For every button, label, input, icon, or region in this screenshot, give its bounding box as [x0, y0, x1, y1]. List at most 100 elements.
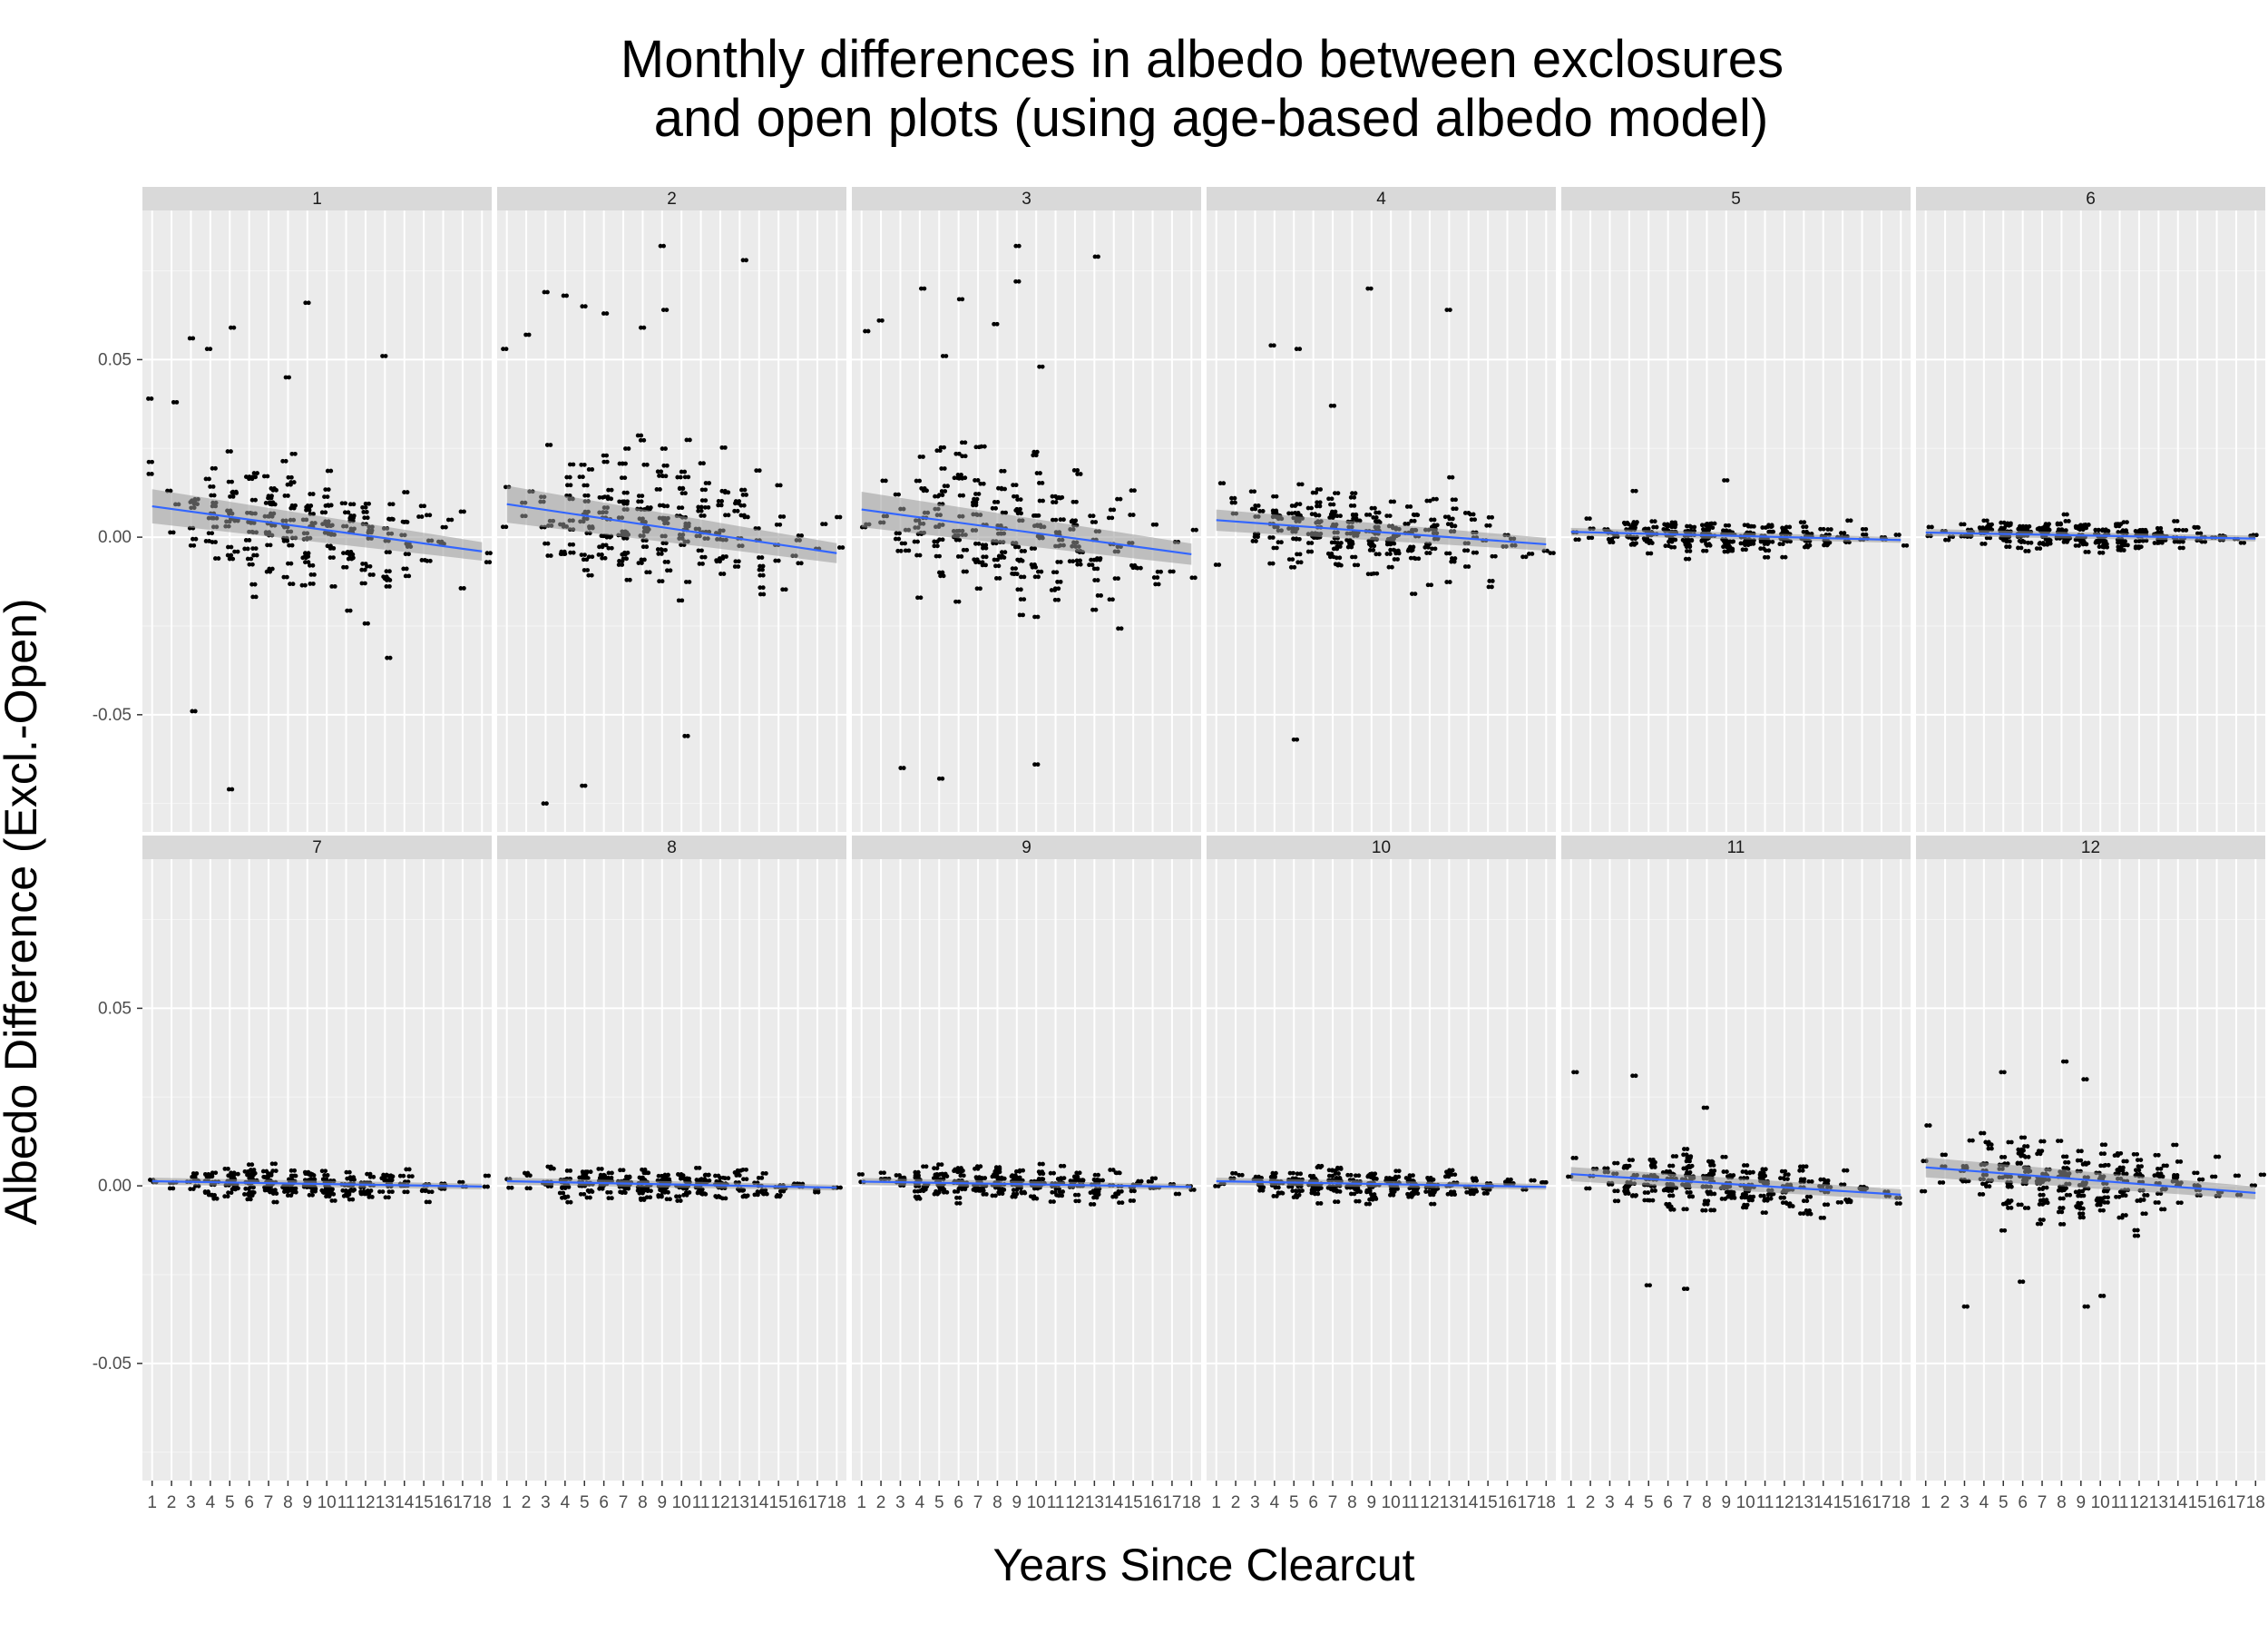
- data-point: [1090, 520, 1095, 524]
- data-point: [387, 517, 393, 522]
- data-point: [1293, 510, 1297, 515]
- data-point: [1053, 1187, 1059, 1192]
- data-point: [1646, 526, 1651, 532]
- data-point: [210, 1170, 215, 1176]
- x-tick-label: 3: [541, 1493, 551, 1512]
- data-point: [347, 555, 353, 561]
- data-point: [622, 475, 628, 481]
- data-point: [1414, 512, 1420, 517]
- data-point: [952, 1189, 957, 1194]
- data-point: [248, 1197, 253, 1202]
- x-tick-label: 16: [434, 1493, 453, 1512]
- data-point: [1408, 555, 1413, 561]
- data-point: [777, 1193, 783, 1198]
- data-point: [1289, 504, 1295, 508]
- data-point: [545, 1164, 551, 1169]
- data-point: [1315, 504, 1319, 509]
- data-point: [954, 1195, 959, 1200]
- data-point: [1452, 523, 1458, 529]
- data-point: [1128, 513, 1133, 517]
- data-point: [2175, 519, 2180, 523]
- data-point: [1981, 518, 1987, 523]
- data-point: [253, 594, 259, 600]
- data-point: [702, 554, 708, 560]
- outlier-point: [383, 354, 388, 358]
- data-point: [1468, 1188, 1472, 1194]
- data-point: [403, 573, 408, 579]
- data-point: [1035, 569, 1041, 574]
- data-point: [352, 1177, 357, 1182]
- data-point: [1041, 1171, 1046, 1177]
- data-point: [390, 502, 396, 507]
- data-point: [1058, 517, 1063, 523]
- data-point: [1612, 1198, 1618, 1204]
- data-point: [1093, 607, 1099, 612]
- data-point: [954, 1169, 960, 1175]
- data-point: [662, 560, 668, 564]
- data-point: [738, 503, 744, 508]
- data-point: [1338, 1167, 1344, 1171]
- data-point: [1784, 529, 1790, 534]
- data-point: [2195, 531, 2200, 536]
- data-point: [288, 582, 292, 587]
- data-point: [1410, 592, 1414, 597]
- data-point: [971, 503, 975, 508]
- data-point: [733, 559, 738, 564]
- data-point: [961, 493, 966, 498]
- data-point: [2038, 541, 2043, 545]
- data-point: [1424, 498, 1430, 504]
- data-point: [1490, 553, 1495, 559]
- x-tick-label: 8: [1347, 1493, 1357, 1512]
- data-point: [1058, 579, 1063, 584]
- data-point: [1271, 545, 1276, 551]
- data-point: [242, 1169, 248, 1174]
- data-point: [1088, 1190, 1093, 1196]
- data-point: [605, 496, 611, 502]
- x-tick-label: 1: [502, 1493, 512, 1512]
- data-point: [1075, 1174, 1080, 1179]
- data-point: [342, 510, 347, 515]
- outlier-point: [1633, 488, 1638, 494]
- data-point: [759, 555, 765, 560]
- data-point: [2152, 541, 2157, 545]
- data-point: [609, 545, 614, 551]
- data-point: [307, 507, 312, 513]
- data-point: [1338, 513, 1343, 519]
- x-tick-label: 9: [303, 1493, 313, 1512]
- x-tick-label: 14: [1104, 1493, 1124, 1512]
- data-point: [226, 479, 231, 484]
- data-point: [1353, 1187, 1357, 1192]
- data-point: [1335, 541, 1341, 545]
- data-point: [1384, 542, 1390, 547]
- data-point: [405, 490, 410, 494]
- data-point: [1113, 1194, 1119, 1199]
- data-point: [1337, 1188, 1343, 1194]
- data-point: [659, 469, 664, 474]
- data-point: [1326, 496, 1331, 502]
- data-point: [1673, 524, 1677, 530]
- x-tick-label: 11: [1047, 1493, 1065, 1512]
- data-point: [676, 505, 681, 511]
- data-point: [1450, 497, 1455, 503]
- data-point: [249, 1170, 255, 1176]
- data-point: [1346, 539, 1352, 544]
- data-point: [597, 544, 601, 550]
- data-point: [1723, 523, 1728, 528]
- data-point: [717, 556, 722, 561]
- data-point: [2103, 527, 2108, 533]
- data-point: [1078, 1178, 1083, 1183]
- data-point: [1452, 1189, 1457, 1195]
- data-point: [740, 493, 746, 497]
- data-point: [1134, 565, 1139, 571]
- data-point: [222, 1194, 228, 1199]
- data-point: [957, 1200, 963, 1206]
- data-point: [915, 1188, 921, 1194]
- data-point: [645, 1188, 650, 1193]
- data-point: [1034, 513, 1040, 518]
- data-point: [660, 547, 665, 552]
- data-point: [1295, 560, 1301, 565]
- data-point: [621, 461, 625, 466]
- data-point: [1424, 551, 1430, 555]
- data-point: [1257, 1188, 1262, 1193]
- data-point: [1635, 520, 1639, 524]
